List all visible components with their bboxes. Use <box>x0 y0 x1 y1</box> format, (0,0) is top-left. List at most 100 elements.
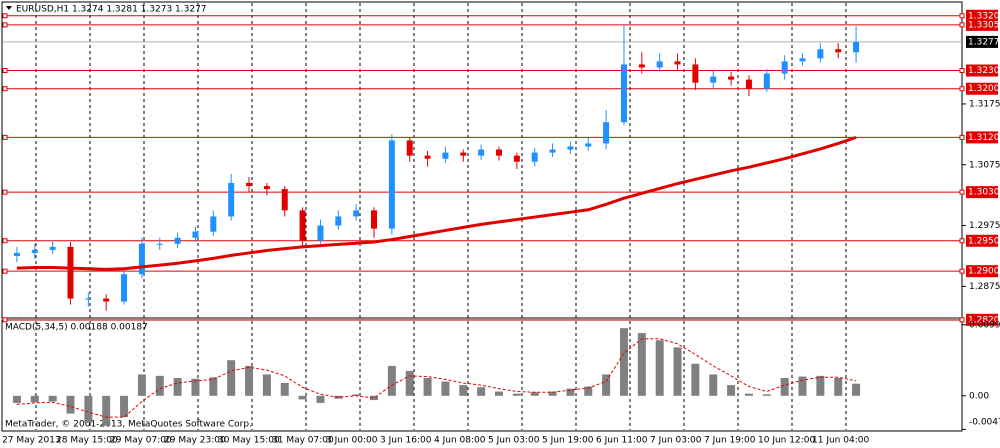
candle-body <box>192 231 199 238</box>
menu-arrow[interactable] <box>6 6 12 10</box>
x-tick-label: 6 Jun 11:00 <box>596 436 648 446</box>
candle-body <box>228 183 235 217</box>
macd-bar <box>405 370 414 396</box>
macd-bar <box>173 377 182 396</box>
candle-body <box>31 249 38 253</box>
macd-bar <box>423 377 432 396</box>
copyright: MetaTrader, © 2001-2013, MetaQuotes Soft… <box>5 420 252 430</box>
macd-bar <box>584 386 593 396</box>
level-label: 1.2900 <box>968 267 1000 277</box>
candle-body <box>567 146 574 150</box>
level-label-box <box>966 186 998 199</box>
candle-body <box>549 149 556 153</box>
macd-bar <box>280 382 289 396</box>
level-handle <box>959 238 965 244</box>
y-tick-label: 1.3075 <box>969 160 1000 170</box>
macd-bar <box>780 377 789 396</box>
y-tick-label: 1.2875 <box>969 282 1000 292</box>
macd-bar <box>191 378 200 396</box>
macd-bar <box>852 383 861 396</box>
macd-y-tick-label: -0.00471 <box>969 418 1000 428</box>
x-tick-label: 29 May 23:00 <box>164 436 226 446</box>
macd-panel <box>1 319 963 432</box>
candle-body <box>745 79 752 89</box>
candle-body <box>299 210 306 241</box>
macd-y-tick-label: 0.00997 <box>969 320 1000 330</box>
macd-bar <box>834 377 843 396</box>
x-tick-label: 5 Jun 03:00 <box>488 436 540 446</box>
candle-body <box>763 73 770 89</box>
macd-bar <box>387 365 396 396</box>
candle-body <box>13 252 20 256</box>
level-handle <box>959 86 965 92</box>
macd-bar <box>798 376 807 396</box>
macd-bar <box>727 385 736 396</box>
candle-body <box>817 49 824 59</box>
level-handle <box>959 189 965 195</box>
level-label-box <box>966 64 998 77</box>
macd-bar <box>84 395 93 423</box>
level-label: 1.3030 <box>968 188 1000 198</box>
candle-body <box>353 210 360 217</box>
macd-bar <box>566 388 575 396</box>
candle-body <box>121 274 128 302</box>
macd-bar <box>619 328 628 396</box>
level-handle <box>2 13 8 19</box>
candle-body <box>406 140 413 156</box>
candle-body <box>49 246 56 250</box>
macd-bar <box>477 387 486 396</box>
macd-bar <box>494 391 503 396</box>
macd-bar <box>816 375 825 396</box>
level-handle <box>959 134 965 140</box>
macd-bar <box>512 393 521 396</box>
macd-y-tick-label: 0.00 <box>969 391 989 401</box>
level-label: 1.3200 <box>968 84 1000 94</box>
chart-title: EURUSD,H1 1.3274 1.3281 1.3273 1.3277 <box>16 5 207 15</box>
macd-bar <box>762 394 771 396</box>
x-tick-label: 28 May 15:00 <box>56 436 118 446</box>
x-tick-label: 3 Jun 00:00 <box>326 436 378 446</box>
candle-body <box>388 140 395 229</box>
macd-bar <box>155 375 164 396</box>
macd-bar <box>637 333 646 396</box>
macd-signal <box>16 338 857 418</box>
level-handle <box>959 22 965 28</box>
level-label: 1.2820 <box>968 315 1000 325</box>
candle-body <box>853 41 860 53</box>
level-handle <box>959 68 965 73</box>
level-label: 1.2950 <box>968 236 1000 246</box>
macd-bar <box>227 360 236 396</box>
macd-bar <box>459 385 468 396</box>
candle-body <box>495 149 502 156</box>
candle-body <box>620 64 627 123</box>
level-handle <box>2 238 8 244</box>
level-handle <box>2 189 8 195</box>
candle-body <box>656 61 663 68</box>
macd-bar <box>316 395 325 403</box>
moving-average <box>16 135 857 271</box>
candle-body <box>513 155 520 162</box>
macd-bar <box>120 395 129 418</box>
macd-bar <box>673 347 682 396</box>
level-handle <box>2 68 8 73</box>
macd-bar <box>298 395 307 400</box>
candle-body <box>174 237 181 244</box>
candle-body <box>281 189 288 211</box>
x-tick-label: 27 May 2013 <box>2 436 61 446</box>
last-price-label: 1.3277 <box>968 37 1000 47</box>
candle-body <box>246 183 253 187</box>
macd-bar <box>441 381 450 396</box>
candle-body <box>85 298 92 300</box>
candle-body <box>638 64 645 68</box>
x-tick-label: 7 Jun 03:00 <box>650 436 702 446</box>
x-tick-label: 4 Jun 08:00 <box>434 436 486 446</box>
level-handle <box>959 268 965 274</box>
level-label: 1.3320 <box>968 11 1000 21</box>
candle-body <box>531 152 538 162</box>
candle-body <box>210 216 217 232</box>
level-label-box <box>966 234 998 247</box>
macd-bar <box>12 395 21 403</box>
macd-bar <box>352 394 361 396</box>
macd-bar <box>602 374 611 396</box>
